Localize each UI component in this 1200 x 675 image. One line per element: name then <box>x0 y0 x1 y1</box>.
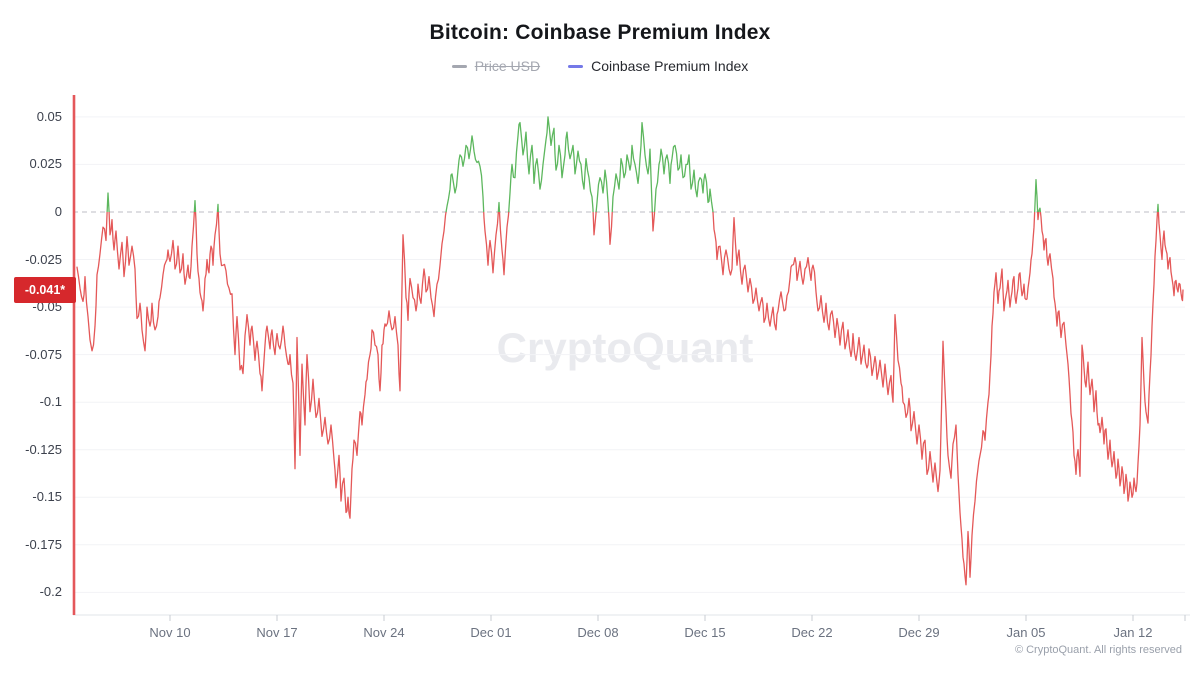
x-axis-tick-label: Dec 08 <box>577 625 619 640</box>
chart-title: Bitcoin: Coinbase Premium Index <box>429 21 771 44</box>
legend: Price USD Coinbase Premium Index <box>0 58 1200 74</box>
y-axis-tick-label: 0.025 <box>29 156 62 171</box>
legend-item-coinbase-premium-index[interactable]: Coinbase Premium Index <box>568 58 748 74</box>
x-axis-tick-label: Dec 29 <box>898 625 940 640</box>
y-axis-tick-label: -0.175 <box>25 537 62 552</box>
x-axis-tick-label: Nov 10 <box>149 625 191 640</box>
y-axis-tick-label: -0.2 <box>39 584 62 599</box>
legend-label-price-usd: Price USD <box>474 58 541 74</box>
x-axis-tick-label: Dec 01 <box>470 625 512 640</box>
y-axis-tick-label: -0.075 <box>25 347 62 362</box>
y-axis-tick-label: 0.05 <box>36 109 62 124</box>
y-axis-tick-label: -0.025 <box>25 252 62 267</box>
x-axis-tick-label: Nov 24 <box>363 625 405 640</box>
legend-item-price-usd[interactable]: Price USD <box>451 58 541 74</box>
y-axis-tick-label: -0.15 <box>32 489 62 504</box>
x-axis-tick-label: Dec 22 <box>791 625 833 640</box>
cryptoquant-watermark: CryptoQuant <box>496 324 754 371</box>
price-usd-line-icon <box>451 64 467 68</box>
y-axis-tick-label: -0.1 <box>39 394 62 409</box>
legend-label-premium-index: Coinbase Premium Index <box>591 58 749 74</box>
premium-index-series-negative <box>76 211 1184 586</box>
x-axis-tick-label: Jan 12 <box>1113 625 1153 640</box>
current-value-badge: -0.041* <box>14 277 76 303</box>
x-axis-tick-label: Dec 15 <box>684 625 726 640</box>
y-axis-tick-label: -0.125 <box>25 442 62 457</box>
copyright-text: © CryptoQuant. All rights reserved <box>1014 644 1182 656</box>
y-axis-tick-label: 0 <box>54 204 62 219</box>
premium-index-line-icon <box>568 64 584 68</box>
x-axis-tick-label: Jan 05 <box>1006 625 1046 640</box>
x-axis-tick-label: Nov 17 <box>256 625 298 640</box>
premium-index-series-positive <box>106 116 1160 212</box>
